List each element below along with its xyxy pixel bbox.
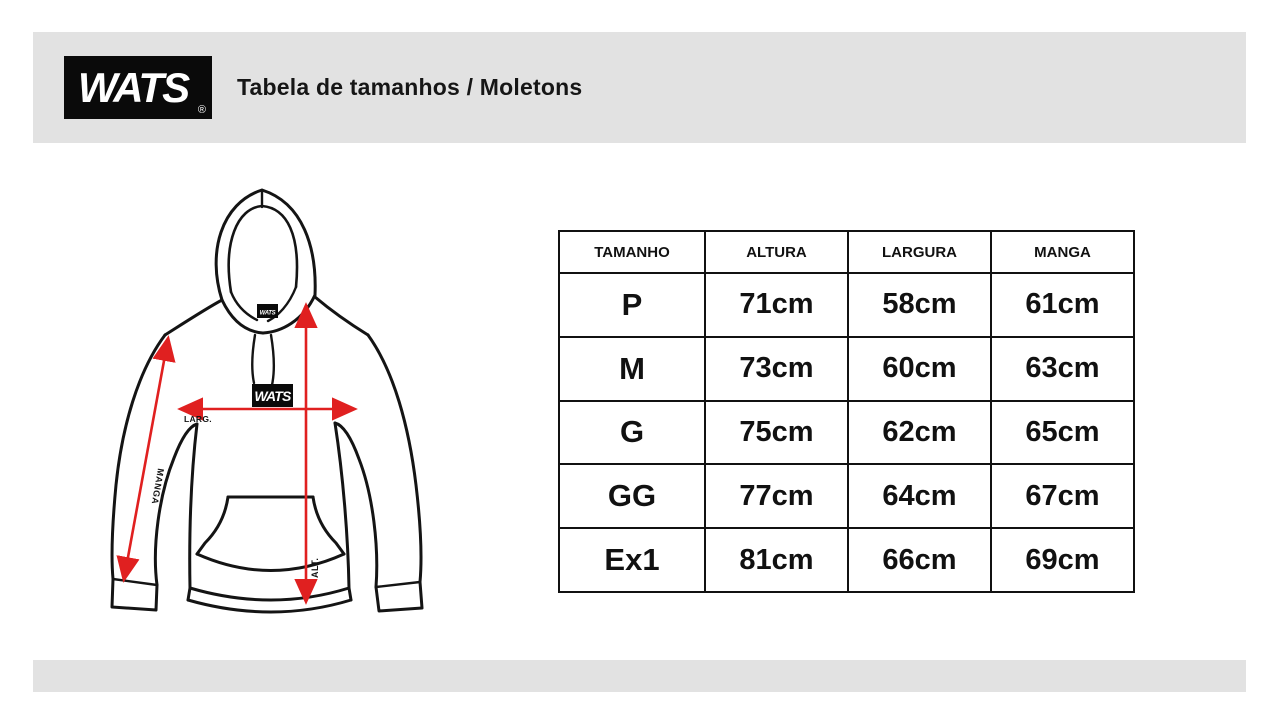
table-header-altura: ALTURA — [706, 232, 847, 272]
wats-logo-text: WATS — [77, 63, 190, 111]
drawstring-left — [251, 333, 257, 385]
footer-bar — [33, 660, 1246, 692]
kangaroo-pocket — [195, 495, 346, 572]
measurement-arrows — [116, 302, 358, 605]
size-table: TAMANHO ALTURA LARGURA MANGA P 71cm 58cm… — [558, 230, 1135, 593]
header-bar: WATS ® Tabela de tamanhos / Moletons — [33, 32, 1246, 143]
hoodie-measurement-diagram: WATS WATS LARG. MANGA ALT. — [85, 175, 525, 635]
value-cell: 69cm — [992, 529, 1133, 591]
value-cell: 71cm — [706, 274, 847, 336]
neck-tag: WATS — [257, 304, 278, 318]
altura-label: ALT. — [310, 558, 320, 578]
value-cell: 73cm — [706, 337, 847, 400]
largura-label: LARG. — [184, 414, 212, 424]
value-cell: 60cm — [849, 337, 990, 400]
value-cell: 63cm — [992, 337, 1133, 400]
manga-arrow — [116, 335, 176, 583]
table-header-tamanho: TAMANHO — [560, 232, 704, 272]
table-header-manga: MANGA — [992, 232, 1133, 272]
value-cell: 66cm — [849, 529, 990, 591]
value-cell: 58cm — [849, 274, 990, 336]
drawstring-right — [269, 333, 275, 387]
value-cell: 67cm — [992, 465, 1133, 528]
size-cell: G — [560, 401, 704, 464]
page-title: Tabela de tamanhos / Moletons — [237, 74, 583, 100]
value-cell: 61cm — [992, 274, 1133, 336]
hoodie-diagram-svg: WATS WATS LARG. MANGA ALT. — [110, 188, 424, 614]
value-cell: 81cm — [706, 529, 847, 591]
neck-tag-text: WATS — [260, 311, 276, 317]
value-cell: 65cm — [992, 401, 1133, 464]
size-cell: GG — [560, 465, 704, 528]
registered-trademark: ® — [197, 104, 206, 116]
size-cell: M — [560, 337, 704, 400]
value-cell: 77cm — [706, 465, 847, 528]
chest-logo-text: WATS — [254, 388, 292, 404]
table-header-largura: LARGURA — [849, 232, 990, 272]
value-cell: 64cm — [849, 465, 990, 528]
size-cell: Ex1 — [560, 529, 704, 591]
manga-label: MANGA — [150, 468, 166, 506]
wats-logo: WATS ® — [64, 56, 212, 119]
value-cell: 75cm — [706, 401, 847, 464]
chest-logo: WATS — [252, 384, 293, 407]
value-cell: 62cm — [849, 401, 990, 464]
size-cell: P — [560, 274, 704, 336]
